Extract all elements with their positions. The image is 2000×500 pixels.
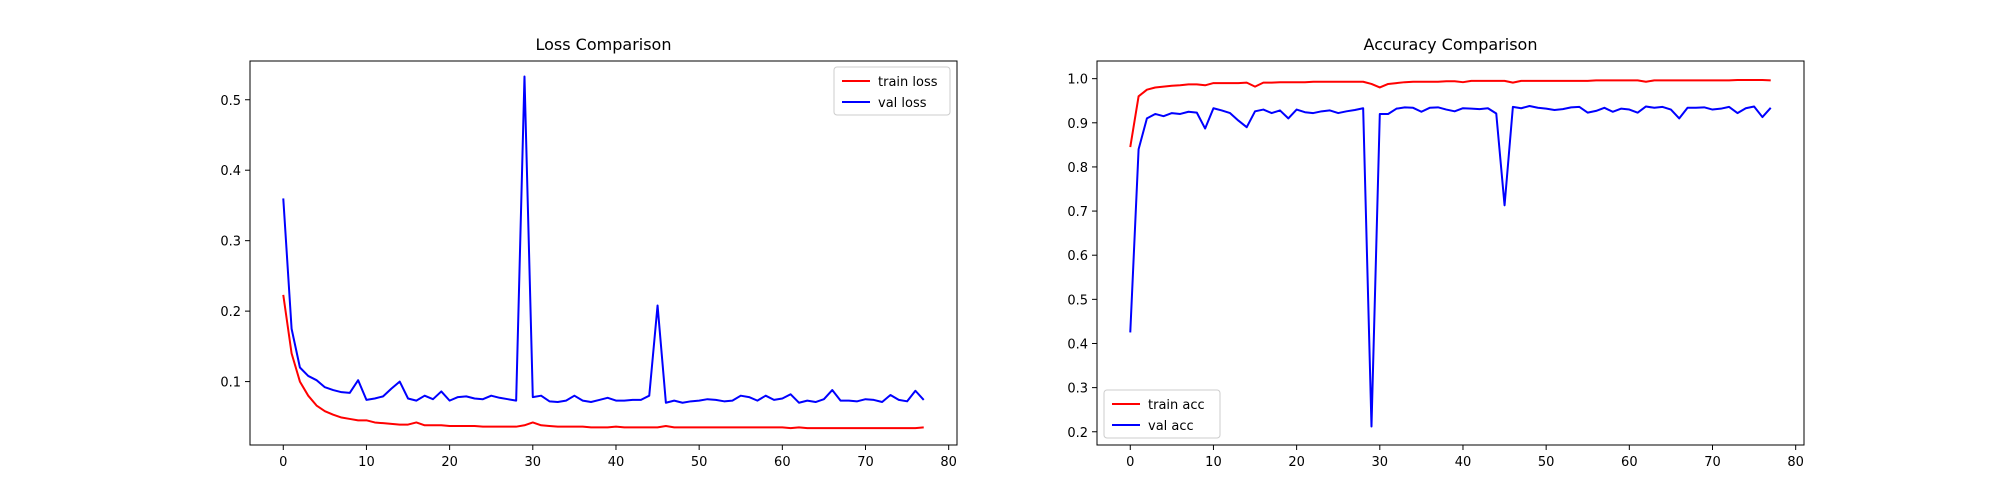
- x-tick-label: 50: [1538, 455, 1555, 470]
- y-tick-label: 0.9: [1067, 117, 1088, 132]
- x-tick-label: 10: [358, 455, 375, 470]
- x-tick-label: 40: [608, 455, 625, 470]
- y-tick-label: 1.0: [1067, 73, 1088, 88]
- y-tick-label: 0.4: [220, 164, 241, 179]
- y-tick-label: 0.2: [1067, 426, 1088, 441]
- x-tick-label: 0: [1126, 455, 1134, 470]
- legend: train acc val acc: [1103, 389, 1221, 439]
- x-tick-label: 60: [774, 455, 791, 470]
- x-tick-label: 20: [441, 455, 458, 470]
- x-tick-label: 80: [940, 455, 957, 470]
- x-tick-label: 80: [1787, 455, 1804, 470]
- legend-label: train loss: [878, 75, 938, 90]
- x-tick-label: 30: [1372, 455, 1389, 470]
- legend-label: val loss: [878, 96, 927, 111]
- accuracy-chart: Accuracy Comparison 0 10 20 30 40 50 60 70 80 0.2 0…: [1067, 35, 1805, 470]
- loss-chart: Loss Comparison 0 10 20 30 40 50 60 70 80 0.1 0.2 0.…: [220, 35, 958, 470]
- series-line-val-loss: [282, 75, 925, 404]
- y-tick-label: 0.1: [220, 376, 241, 391]
- x-tick-label: 10: [1205, 455, 1222, 470]
- x-tick-label: 70: [1704, 455, 1721, 470]
- series-line-train-loss: [282, 294, 924, 430]
- y-tick-label: 0.5: [1067, 293, 1088, 308]
- y-tick-label: 0.3: [220, 235, 241, 250]
- y-tick-label: 0.5: [220, 94, 241, 109]
- legend-label: val acc: [1148, 419, 1194, 434]
- x-tick-label: 40: [1455, 455, 1472, 470]
- plot-area-frame: [249, 60, 958, 446]
- chart-title: Accuracy Comparison: [1364, 35, 1538, 54]
- legend: train loss val loss: [833, 66, 951, 116]
- chart-title: Loss Comparison: [536, 35, 672, 54]
- legend-label: train acc: [1148, 398, 1205, 413]
- plot-area-frame: [1096, 60, 1805, 446]
- x-tick-label: 0: [279, 455, 287, 470]
- x-tick-label: 70: [857, 455, 874, 470]
- x-tick-label: 60: [1621, 455, 1638, 470]
- x-tick-label: 50: [691, 455, 708, 470]
- y-tick-label: 0.7: [1067, 205, 1088, 220]
- y-tick-label: 0.6: [1067, 249, 1088, 264]
- x-tick-label: 30: [525, 455, 542, 470]
- y-tick-label: 0.3: [1067, 382, 1088, 397]
- y-tick-label: 0.2: [220, 305, 241, 320]
- y-tick-label: 0.4: [1067, 337, 1088, 352]
- y-tick-label: 0.8: [1067, 161, 1088, 176]
- series-line-val-acc: [1129, 105, 1772, 428]
- x-tick-label: 20: [1288, 455, 1305, 470]
- series-line-train-acc: [1129, 78, 1771, 148]
